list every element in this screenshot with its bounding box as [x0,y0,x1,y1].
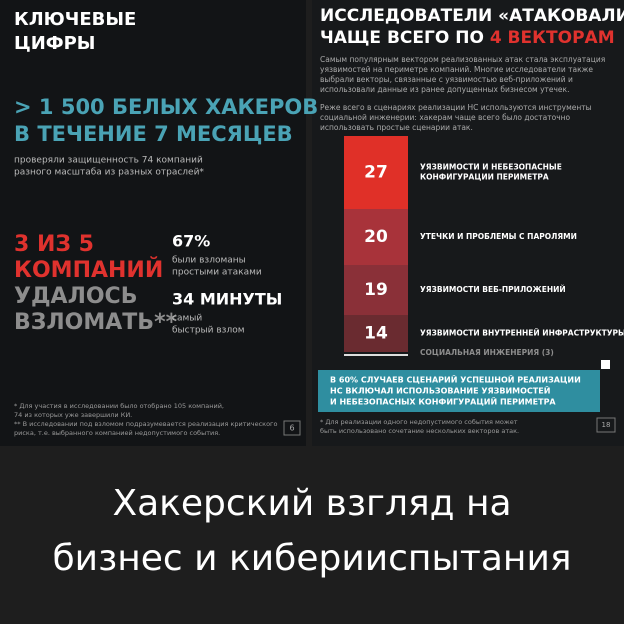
headline: > 1 500 БЕЛЫХ ХАКЕРОВ [14,95,318,119]
note: разного масштаба из разных отраслей* [14,168,204,178]
stat-text: простыми атаками [172,268,262,278]
title-part: ЧАЩЕ ВСЕГО ПО [320,28,490,48]
vector-label: УЯЗВИМОСТИ ВНУТРЕННЕЙ ИНФРАСТРУКТУРЫ [420,329,624,338]
footnote: 74 из которых уже завершили КИ. [14,411,132,419]
big-stat: УДАЛОСЬ [14,284,137,309]
vector-block [344,265,408,315]
vector-block [344,209,408,265]
footnote: риска, т.е. выбранного компанией недопус… [14,429,220,437]
page-number: 18 [602,421,611,429]
title-accent: 4 ВЕКТОРАМ [490,28,615,48]
stat-text: были взломаны [172,256,246,266]
callout-box [318,370,600,412]
stat-value: 67% [172,232,210,251]
footnote: * Для реализации одного недопустимого со… [320,418,518,426]
marker [601,360,610,369]
vector-number: 20 [364,227,388,247]
paragraph: использовать простые сценарии атак. [320,123,473,132]
title: ИССЛЕДОВАТЕЛИ «АТАКОВАЛИ» [320,6,624,26]
stat-text: быстрый взлом [172,326,245,336]
vector-number: 19 [364,280,388,300]
callout: В 60% СЛУЧАЕВ СЦЕНАРИЙ УСПЕШНОЙ РЕАЛИЗАЦ… [330,374,581,385]
social: СОЦИАЛЬНАЯ ИНЖЕНЕРИЯ (3) [420,348,554,357]
vector-label: УТЕЧКИ И ПРОБЛЕМЫ С ПАРОЛЯМИ [420,232,577,241]
page-number: 6 [289,424,294,433]
vector-number: 14 [364,324,388,344]
heading: ЦИФРЫ [14,33,95,54]
paragraph: Самым популярным вектором реализованных … [320,55,605,64]
paragraph: социальной инженерии: хакерам чаще всего… [320,113,571,122]
vector-number: 27 [364,163,388,183]
vector-label: УЯЗВИМОСТИ ВЕБ-ПРИЛОЖЕНИЙ [420,285,566,294]
left-slide [0,0,306,446]
paragraph: Реже всего в сценариях реализации НС исп… [320,103,592,112]
vector-label: УЯЗВИМОСТИ И НЕБЕЗОПАСНЫЕ [420,163,562,172]
vector-block [344,136,408,209]
big-stat: 3 ИЗ 5 [14,232,94,257]
big-stat: КОМПАНИЙ [14,257,163,283]
paragraph: использовали данные из ранее допущенных … [320,85,569,94]
headline: В ТЕЧЕНИЕ 7 МЕСЯЦЕВ [14,122,293,146]
title: ЧАЩЕ ВСЕГО ПО 4 ВЕКТОРАМ [320,28,615,48]
footnote: ** В исследовании под взломом подразумев… [14,420,277,428]
footnote: быть использовано сочетание нескольких в… [320,427,519,435]
paragraph: уязвимостей на периметре компаний. Многи… [320,65,593,74]
callout: НС ВКЛЮЧАЛ ИСПОЛЬЗОВАНИЕ УЯЗВИМОСТЕЙ [330,385,550,396]
caption: Хакерский взгляд на [112,483,511,524]
page-box [596,417,616,433]
callout: И НЕБЕЗОПАСНЫХ КОНФИГУРАЦИЙ ПЕРИМЕТРА [330,396,556,407]
note: проверяли защищенность 74 компаний [14,156,203,166]
page-box [283,420,301,436]
heading: КЛЮЧЕВЫЕ [14,9,136,30]
vector-block [344,315,408,352]
stat-value: 34 МИНУТЫ [172,290,282,309]
footnote: * Для участия в исследовании было отобра… [14,402,224,410]
caption: бизнес и киберииспытания [52,538,571,579]
stat-text: самый [172,314,202,324]
paragraph: выбрали векторы, связанные с уязвимостью… [320,75,573,84]
big-stat: ВЗЛОМАТЬ** [14,310,178,335]
vector-label: КОНФИГУРАЦИИ ПЕРИМЕТРА [420,173,549,182]
